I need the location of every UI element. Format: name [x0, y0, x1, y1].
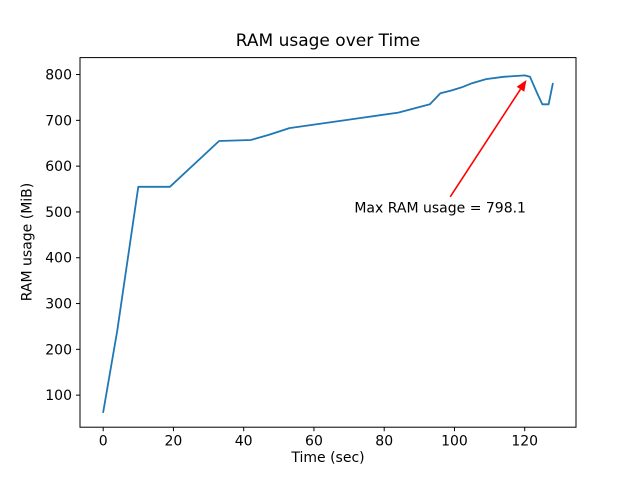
annotation-text: Max RAM usage = 798.1 — [354, 200, 526, 216]
x-tick-label: 0 — [99, 434, 108, 450]
y-tick-label: 700 — [45, 113, 72, 129]
x-tick-label: 40 — [235, 434, 253, 450]
chart-title: RAM usage over Time — [235, 31, 421, 51]
x-tick-label: 80 — [375, 434, 393, 450]
x-tick-label: 60 — [305, 434, 323, 450]
y-tick-label: 200 — [45, 342, 72, 358]
plot-frame — [79, 57, 577, 428]
x-tick-label: 120 — [511, 434, 538, 450]
y-axis-label: RAM usage (MiB) — [19, 182, 36, 302]
x-tick-label: 20 — [165, 434, 183, 450]
x-tick-label: 100 — [441, 434, 468, 450]
y-tick-label: 600 — [45, 159, 72, 175]
annotation-arrowhead — [516, 80, 527, 92]
y-tick-label: 500 — [45, 205, 72, 221]
annotation-arrow-line — [449, 88, 522, 198]
y-tick-label: 400 — [45, 251, 72, 267]
ram-usage-line — [102, 74, 554, 414]
x-axis-label: Time (sec) — [291, 450, 365, 466]
y-tick-label: 300 — [45, 297, 72, 313]
y-tick-label: 800 — [45, 68, 72, 84]
y-tick-label: 100 — [45, 388, 72, 404]
